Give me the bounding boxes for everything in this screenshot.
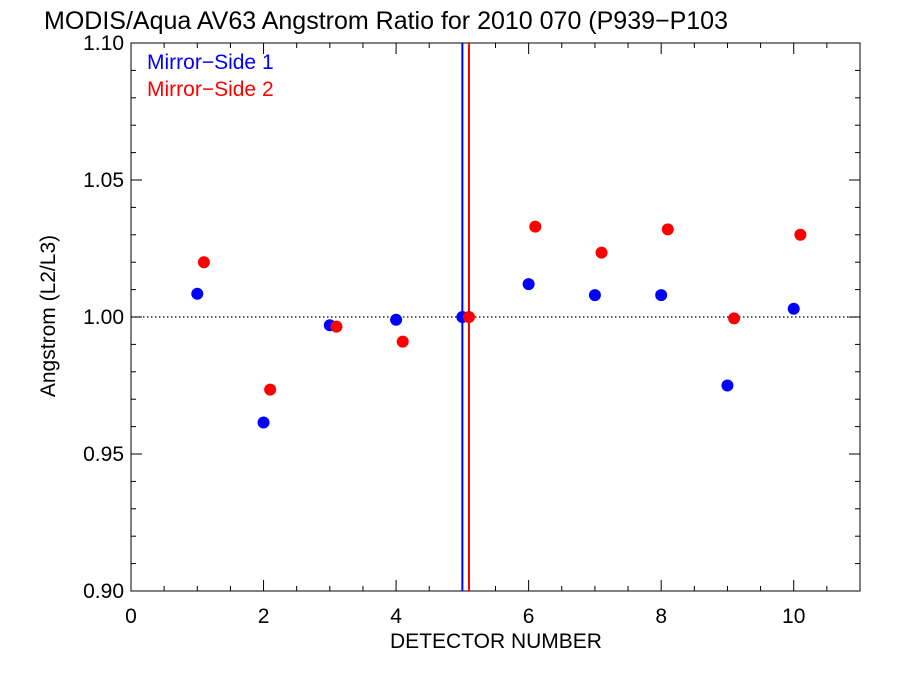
data-point-series-1 xyxy=(655,289,668,302)
y-tick-label: 0.95 xyxy=(83,443,124,466)
data-point-series-2 xyxy=(462,311,475,323)
x-tick-label: 4 xyxy=(390,605,402,628)
x-axis-label: DETECTOR NUMBER xyxy=(390,630,602,653)
x-tick-label: 0 xyxy=(125,605,137,628)
data-point-series-2 xyxy=(264,383,277,396)
data-point-series-2 xyxy=(396,335,409,348)
data-point-series-2 xyxy=(529,220,542,233)
data-point-series-2 xyxy=(728,312,741,325)
data-point-series-1 xyxy=(787,302,800,315)
y-tick-label: 0.90 xyxy=(83,580,124,603)
chart-title: MODIS/Aqua AV63 Angstrom Ratio for 2010 … xyxy=(44,7,728,35)
data-point-series-2 xyxy=(661,223,674,236)
plot-area: 0 2 4 6 8 10 0.90 0.95 1.00 1.05 1.10 xyxy=(83,32,861,628)
data-point-series-1 xyxy=(390,313,403,326)
y-tick-label: 1.05 xyxy=(83,169,124,192)
x-tick-label: 10 xyxy=(782,605,805,628)
y-tick-label: 1.10 xyxy=(83,32,124,55)
data-point-series-1 xyxy=(257,416,270,429)
x-tick-label: 2 xyxy=(258,605,270,628)
data-point-series-1 xyxy=(588,289,601,302)
data-point-series-1 xyxy=(522,278,535,291)
x-tick-label: 8 xyxy=(655,605,667,628)
legend-entry-mirror-side-1: Mirror−Side 1 xyxy=(147,51,274,74)
data-point-series-2 xyxy=(595,246,608,259)
y-tick-label: 1.00 xyxy=(83,306,124,329)
legend-entry-mirror-side-2: Mirror−Side 2 xyxy=(147,78,274,101)
data-point-series-1 xyxy=(721,379,734,392)
y-axis-label: Angstrom (L2/L3) xyxy=(37,235,60,397)
x-tick-label: 6 xyxy=(523,605,535,628)
data-point-series-1 xyxy=(191,287,204,300)
data-point-series-2 xyxy=(197,256,210,269)
data-point-series-2 xyxy=(794,228,807,241)
data-point-series-2 xyxy=(330,320,343,333)
